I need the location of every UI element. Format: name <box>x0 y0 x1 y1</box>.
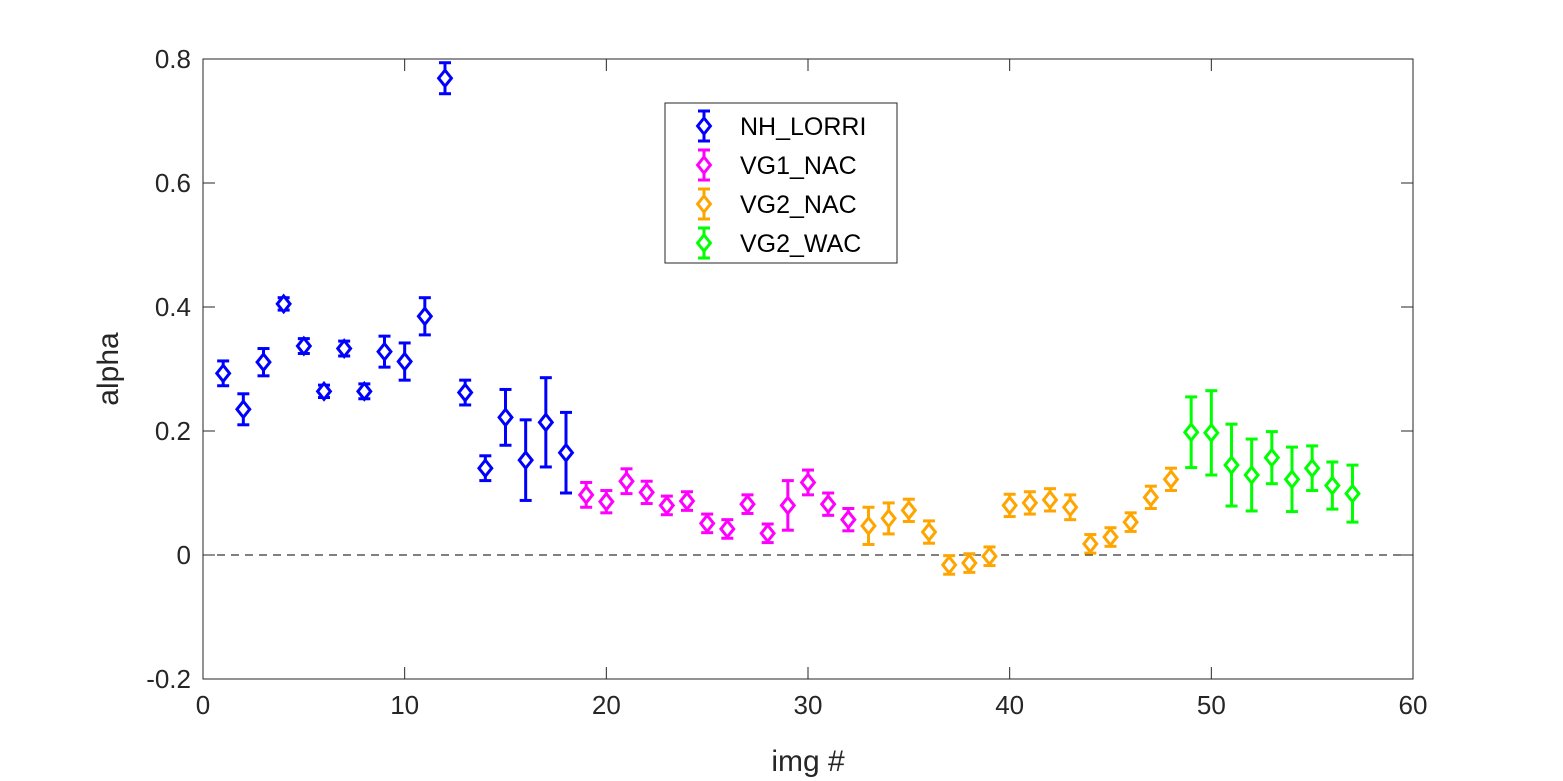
data-point-marker <box>1082 533 1099 555</box>
data-point-marker <box>436 67 454 89</box>
legend-entry-vg1-nac: VG1_NAC <box>695 148 857 182</box>
data-point-marker <box>537 411 555 433</box>
data-point-marker <box>557 442 575 464</box>
legend-marker <box>695 115 713 137</box>
data-point-marker <box>214 362 232 384</box>
series-vg2-wac <box>1182 389 1361 524</box>
data-point-marker <box>799 472 817 493</box>
data-point-marker <box>618 470 635 492</box>
data-point-marker <box>517 449 534 471</box>
data-point-marker <box>497 406 514 428</box>
data-point-marker <box>598 491 615 513</box>
data-point-marker <box>638 481 655 503</box>
data-point-marker <box>920 521 938 543</box>
data-point-marker <box>1344 483 1361 505</box>
data-point-marker <box>840 509 857 531</box>
series-nh-lorri <box>214 61 575 502</box>
legend: NH_LORRI VG1_NAC VG2_NAC VG2_WAC <box>664 102 898 264</box>
data-point-marker <box>456 382 474 403</box>
legend-label: VG1_NAC <box>740 152 857 180</box>
legend-marker <box>695 232 713 254</box>
data-point-marker <box>396 351 413 372</box>
data-point-marker <box>900 499 918 521</box>
legend-marker <box>695 193 713 215</box>
data-point-marker <box>1162 468 1180 490</box>
y-tick-label: 0 <box>177 540 191 570</box>
data-point-marker <box>961 552 978 574</box>
data-point-marker <box>759 522 776 544</box>
data-point-marker <box>1122 511 1139 533</box>
data-point-marker <box>1283 468 1301 490</box>
series-vg2-nac <box>860 466 1180 576</box>
y-tick-label: -0.2 <box>146 664 191 694</box>
data-point-marker <box>1203 422 1220 444</box>
data-point-marker <box>477 457 494 479</box>
data-point-marker <box>1142 486 1160 508</box>
data-point-marker <box>739 493 756 515</box>
data-point-marker <box>335 338 353 359</box>
data-point-marker <box>719 518 736 540</box>
legend-entry-nh-lorri: NH_LORRI <box>695 109 866 143</box>
data-point-marker <box>678 490 696 512</box>
data-point-marker <box>376 341 393 363</box>
data-point-marker <box>860 515 877 537</box>
x-axis-label: img # <box>771 745 845 778</box>
data-point-marker <box>880 508 897 529</box>
data-point-marker <box>779 494 797 516</box>
data-point-marker <box>356 380 373 402</box>
x-tick-label: 0 <box>196 690 210 720</box>
data-point-marker <box>698 512 716 534</box>
data-point-marker <box>658 494 676 516</box>
x-tick-label: 30 <box>794 690 823 720</box>
legend-label: NH_LORRI <box>740 113 866 141</box>
data-point-marker <box>1021 492 1039 514</box>
x-tick-label: 10 <box>390 690 419 720</box>
y-tick-label: 0.2 <box>155 416 191 446</box>
data-point-marker <box>940 554 958 576</box>
legend-entry-vg2-wac: VG2_WAC <box>695 226 861 260</box>
data-point-marker <box>1061 496 1079 518</box>
data-point-marker <box>577 484 595 506</box>
data-point-marker <box>235 398 252 420</box>
data-point-marker <box>1102 526 1119 548</box>
x-tick-label: 40 <box>995 690 1024 720</box>
series-vg1-nac <box>577 467 857 545</box>
legend-marker <box>695 154 713 176</box>
data-point-marker <box>1001 494 1018 516</box>
data-point-marker <box>1041 489 1059 511</box>
data-point-marker <box>255 351 272 373</box>
data-point-marker <box>1263 447 1281 469</box>
x-tick-label: 20 <box>592 690 621 720</box>
y-tick-label: 0.8 <box>155 44 191 74</box>
data-point-marker <box>295 335 313 357</box>
y-axis-label: alpha <box>92 332 125 406</box>
data-point-marker <box>1182 421 1200 443</box>
x-tick-label: 60 <box>1399 690 1428 720</box>
legend-entry-vg2-nac: VG2_NAC <box>695 187 857 221</box>
data-point-marker <box>819 493 837 515</box>
data-point-marker <box>416 305 434 327</box>
y-tick-label: 0.4 <box>155 292 191 322</box>
data-point-marker <box>315 380 333 402</box>
data-point-marker <box>1324 475 1341 496</box>
y-tick-label: 0.6 <box>155 168 191 198</box>
series-layer <box>214 61 1361 576</box>
x-tick-label: 50 <box>1197 690 1226 720</box>
data-point-marker <box>1243 464 1260 486</box>
ticks-layer: 0 10 20 30 40 50 60-0.200.20.40.60.8 <box>146 44 1427 720</box>
data-point-marker <box>981 545 998 567</box>
data-point-marker <box>1303 457 1321 479</box>
data-point-marker <box>1223 454 1240 476</box>
data-point-marker <box>275 293 292 315</box>
legend-label: VG2_NAC <box>740 191 857 219</box>
legend-label: VG2_WAC <box>740 230 861 258</box>
